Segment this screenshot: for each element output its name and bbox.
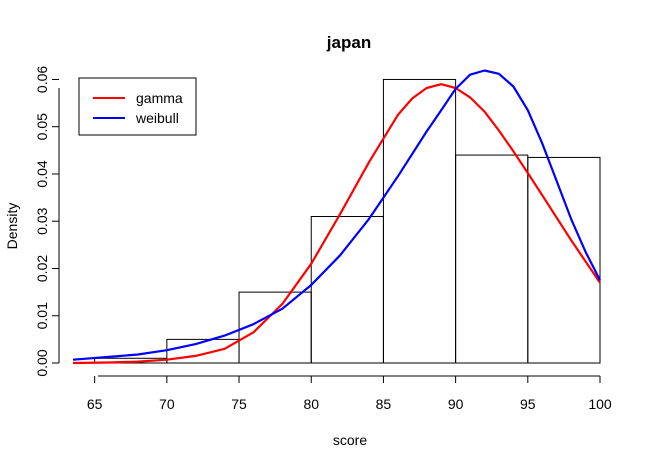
y-axis-ticks: 0.00 0.01 0.02 0.03 0.04 0.05 0.06	[34, 66, 59, 377]
density-curve-weibull	[72, 69, 601, 361]
legend-box	[78, 77, 197, 136]
histogram-bar	[238, 291, 312, 364]
legend: gamma weibull	[78, 77, 197, 136]
histogram-bar	[455, 154, 529, 364]
x-axis-ticks: 65 70 75 80 85 90 95 100	[87, 376, 612, 412]
x-axis-title: score	[333, 432, 367, 448]
density-curve-gamma	[72, 83, 601, 365]
y-tick-label: 0.00	[34, 349, 50, 376]
chart-title: japan	[326, 33, 371, 52]
x-tick-label: 85	[376, 396, 392, 412]
legend-label-weibull: weibull	[135, 110, 179, 126]
x-tick-label: 100	[588, 396, 612, 412]
x-tick-label: 75	[231, 396, 247, 412]
y-tick-label: 0.04	[34, 160, 50, 187]
x-tick-label: 90	[448, 396, 464, 412]
density-curves	[72, 69, 601, 365]
legend-label-gamma: gamma	[136, 90, 183, 106]
histogram-bar	[527, 156, 601, 364]
histogram-bar	[310, 216, 384, 364]
y-tick-label: 0.01	[34, 302, 50, 329]
x-tick-label: 70	[159, 396, 175, 412]
y-tick-label: 0.06	[34, 66, 50, 93]
x-tick-label: 95	[520, 396, 536, 412]
y-tick-label: 0.05	[34, 113, 50, 140]
y-tick-label: 0.03	[34, 207, 50, 234]
y-tick-label: 0.02	[34, 255, 50, 282]
histogram-bins	[94, 78, 601, 364]
y-axis-title: Density	[4, 203, 20, 250]
x-tick-label: 65	[87, 396, 103, 412]
x-tick-label: 80	[303, 396, 319, 412]
